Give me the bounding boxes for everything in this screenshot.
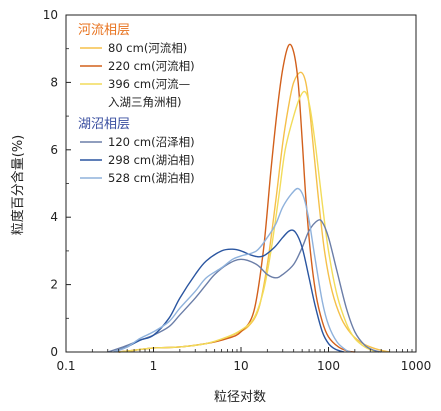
x-tick-label: 100	[317, 359, 340, 373]
x-tick-label: 1	[150, 359, 158, 373]
legend-label-5: 528 cm(湖泊相)	[108, 171, 195, 185]
legend-label-2: 396 cm(河流—	[108, 77, 190, 91]
y-tick-label: 6	[50, 143, 58, 157]
legend-label-4: 298 cm(湖泊相)	[108, 153, 195, 167]
y-tick-label: 4	[50, 210, 58, 224]
y-tick-label: 0	[50, 345, 58, 359]
legend-group-title: 河流相层	[78, 23, 130, 38]
legend-label-0: 80 cm(河流相)	[108, 41, 187, 55]
x-tick-label: 10	[233, 359, 248, 373]
y-tick-label: 10	[43, 8, 58, 22]
legend-label-3: 120 cm(沼泽相)	[108, 135, 195, 149]
x-tick-label: 0.1	[56, 359, 75, 373]
series-line-4	[113, 229, 345, 353]
legend-group-title: 湖沼相层	[78, 117, 130, 132]
x-axis-title: 粒径对数	[214, 390, 266, 405]
legend-label-1: 220 cm(河流相)	[108, 59, 195, 73]
y-tick-label: 2	[50, 278, 58, 292]
series-line-5	[113, 187, 352, 353]
series-line-3	[107, 219, 382, 353]
y-tick-label: 8	[50, 75, 58, 89]
legend-label-2-cont: 入湖三角洲相)	[108, 95, 182, 109]
series-line-2	[118, 90, 380, 353]
x-tick-label: 1000	[401, 359, 432, 373]
y-axis-title: 粒度百分含量(%)	[10, 135, 26, 236]
